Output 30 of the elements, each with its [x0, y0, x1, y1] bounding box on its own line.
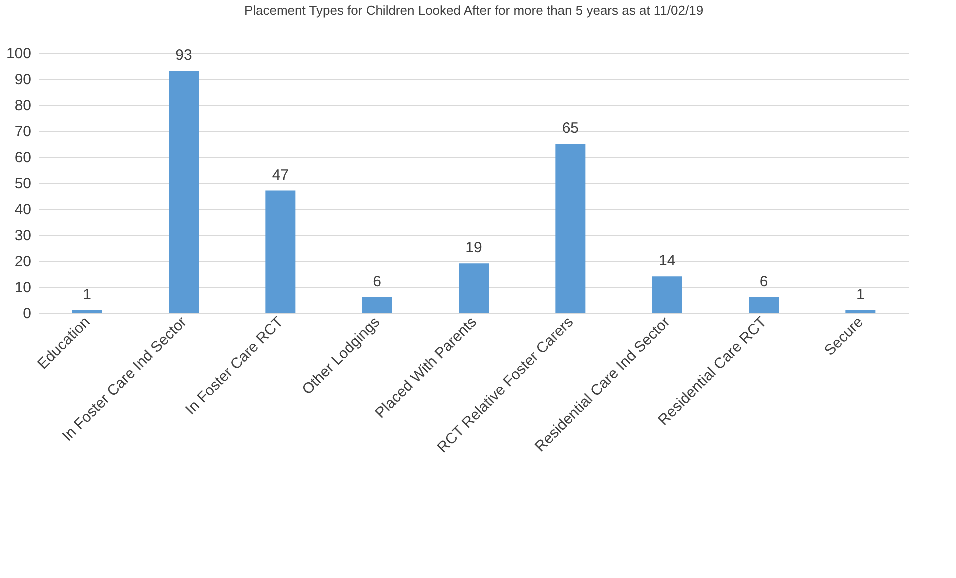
data-label: 93 — [176, 47, 192, 64]
bar — [749, 297, 779, 313]
y-tick-label: 10 — [14, 280, 32, 296]
data-label: 14 — [658, 252, 676, 270]
bar — [459, 264, 489, 313]
data-label: 47 — [272, 166, 290, 184]
y-tick-label: 0 — [23, 306, 32, 322]
y-tick-label: 20 — [14, 254, 32, 270]
bar — [846, 310, 876, 313]
y-tick-label: 70 — [14, 124, 32, 140]
data-label: 65 — [562, 120, 580, 137]
y-tick-label: 60 — [14, 150, 32, 166]
y-tick-label: 80 — [14, 98, 32, 114]
data-label: 19 — [466, 240, 482, 257]
bar — [266, 190, 296, 313]
bar — [72, 310, 102, 313]
data-label: 1 — [83, 286, 92, 304]
data-label: 1 — [856, 286, 865, 304]
y-tick-label: 90 — [14, 72, 32, 88]
y-tick-label: 100 — [6, 46, 32, 62]
bar — [362, 297, 392, 313]
bar — [169, 71, 199, 313]
y-tick-label: 50 — [14, 176, 32, 192]
data-label: 6 — [373, 273, 382, 290]
chart-title: Placement Types for Children Looked After for more than 5 years as at 11/02/19 — [244, 3, 704, 18]
y-tick-label: 30 — [14, 228, 32, 244]
bar — [652, 276, 682, 313]
bar — [556, 144, 586, 313]
y-tick-label: 40 — [14, 202, 32, 218]
data-label: 6 — [760, 273, 768, 290]
